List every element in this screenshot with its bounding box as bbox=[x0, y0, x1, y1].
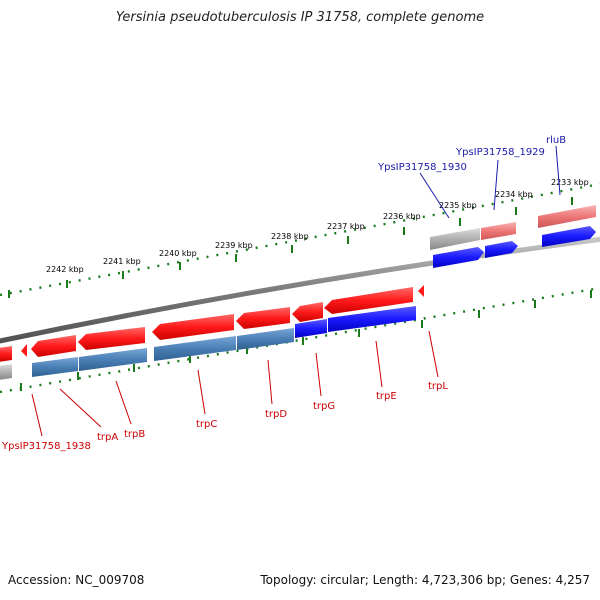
leader-trpd bbox=[267, 359, 273, 405]
ruler-tick bbox=[347, 236, 349, 244]
ruler-tick bbox=[246, 346, 248, 354]
kbp-label: 2238 kbp bbox=[271, 232, 309, 241]
leader-rlub bbox=[555, 145, 561, 196]
gene-label-trpe: trpE bbox=[376, 391, 397, 402]
gene-trpl-leader[interactable] bbox=[418, 285, 424, 297]
cds-trpd[interactable] bbox=[237, 328, 294, 350]
gene-label-ypsip31758-1938: YpsIP31758_1938 bbox=[1, 441, 91, 452]
ruler-tick bbox=[515, 207, 517, 215]
ruler-tick bbox=[235, 254, 237, 262]
leader-trpc bbox=[197, 369, 206, 415]
gene-label-ypsip31758-1929: YpsIP31758_1929 bbox=[455, 147, 545, 158]
genome-summary-text: Topology: circular; Length: 4,723,306 bp… bbox=[260, 573, 590, 587]
kbp-label: 2237 kbp bbox=[327, 222, 365, 231]
leader-ypsip31758-1938 bbox=[31, 393, 43, 437]
gene-label-trpd: trpD bbox=[265, 409, 287, 420]
cds-rlub[interactable] bbox=[542, 226, 596, 247]
kbp-label: 2242 kbp bbox=[46, 265, 84, 274]
ruler-tick bbox=[291, 245, 293, 253]
gene-label-rlub: rluB bbox=[546, 135, 566, 146]
kbp-label: 2235 kbp bbox=[439, 201, 477, 210]
ruler-tick bbox=[20, 383, 22, 391]
upper-ruler bbox=[0, 182, 600, 298]
gene-trpa[interactable] bbox=[31, 335, 76, 357]
cds-trpe[interactable] bbox=[328, 306, 416, 332]
leader-ypsip31758-1929 bbox=[493, 159, 499, 211]
genome-title: Yersinia pseudotuberculosis IP 31758, co… bbox=[115, 10, 485, 25]
kbp-label: 2236 kbp bbox=[383, 212, 421, 221]
kbp-label: 2241 kbp bbox=[103, 257, 141, 266]
gene-label-trpl: trpL bbox=[428, 381, 448, 392]
pseudo-ypsip31758-1938[interactable] bbox=[0, 364, 12, 380]
ruler-tick bbox=[421, 320, 423, 328]
cds-trpg[interactable] bbox=[295, 319, 327, 338]
ruler-tick bbox=[77, 372, 79, 380]
ruler-tick bbox=[133, 364, 135, 372]
leader-trpl bbox=[428, 330, 439, 378]
gene-rlub[interactable] bbox=[538, 205, 596, 228]
cds-trpa[interactable] bbox=[32, 357, 78, 377]
gene-ypsip31758-1929[interactable] bbox=[481, 222, 516, 240]
kbp-label: 2239 kbp bbox=[215, 241, 253, 250]
ruler-tick bbox=[478, 310, 480, 318]
cds-ypsip31758-1929[interactable] bbox=[485, 241, 518, 258]
ruler-tick bbox=[571, 197, 573, 205]
leader-ypsip31758-1930 bbox=[419, 172, 450, 219]
ruler-tick bbox=[8, 290, 10, 298]
gene-label-ypsip31758-1930: YpsIP31758_1930 bbox=[377, 162, 467, 173]
gene-ypsip31758-1938[interactable] bbox=[0, 346, 12, 362]
gene-trpd[interactable] bbox=[236, 307, 290, 329]
kbp-label: 2240 kbp bbox=[159, 249, 197, 258]
leader-trpg bbox=[315, 352, 322, 397]
ruler-tick bbox=[189, 355, 191, 363]
gene-trpb[interactable] bbox=[78, 327, 145, 350]
gene-trpc[interactable] bbox=[152, 314, 234, 340]
gene-label-trpc: trpC bbox=[196, 419, 217, 430]
leader-trpe bbox=[375, 340, 383, 388]
gene-trpa-fragment[interactable] bbox=[21, 344, 27, 357]
genome-backbone bbox=[0, 236, 600, 344]
kbp-label: 2234 kbp bbox=[495, 190, 533, 199]
gene-trpe[interactable] bbox=[324, 287, 413, 314]
gene-label-trpa: trpA bbox=[97, 432, 118, 443]
ruler-tick bbox=[358, 329, 360, 337]
ruler-tick bbox=[302, 337, 304, 345]
gene-trpg[interactable] bbox=[292, 302, 323, 322]
kbp-label: 2233 kbp bbox=[551, 178, 589, 187]
ruler-tick bbox=[66, 280, 68, 288]
gene-label-trpb: trpB bbox=[124, 429, 145, 440]
ruler-tick bbox=[534, 300, 536, 308]
accession-text: Accession: NC_009708 bbox=[8, 573, 145, 587]
ruler-tick bbox=[403, 227, 405, 235]
gene-label-trpg: trpG bbox=[313, 401, 335, 412]
lower-ruler bbox=[0, 286, 600, 394]
cds-trpb[interactable] bbox=[79, 348, 147, 371]
cds-trpc[interactable] bbox=[154, 336, 236, 361]
gene-ypsip31758-1930-pseudo[interactable] bbox=[430, 228, 480, 250]
ruler-tick bbox=[179, 262, 181, 270]
cds-ypsip31758-1930[interactable] bbox=[433, 247, 484, 268]
leader-trpa bbox=[59, 388, 102, 428]
ruler-tick bbox=[590, 290, 592, 298]
ruler-tick bbox=[122, 271, 124, 279]
leader-trpb bbox=[115, 380, 132, 425]
ruler-tick bbox=[459, 218, 461, 226]
